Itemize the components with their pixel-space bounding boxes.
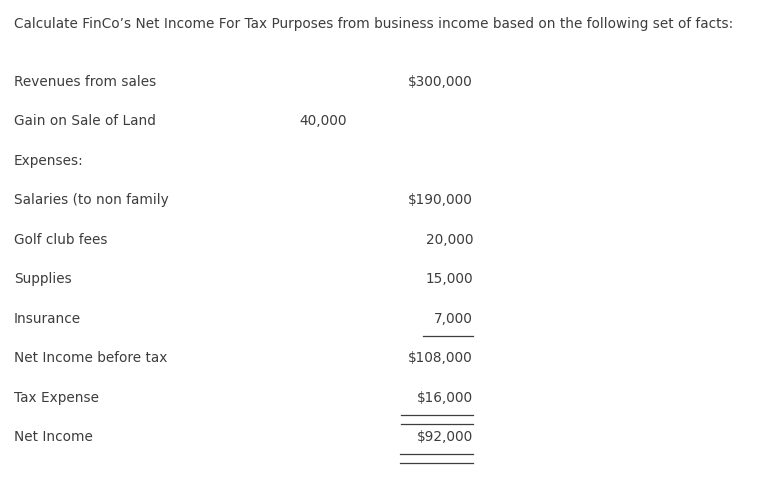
Text: Expenses:: Expenses: (14, 154, 83, 168)
Text: $108,000: $108,000 (408, 351, 473, 365)
Text: $190,000: $190,000 (408, 193, 473, 207)
Text: $92,000: $92,000 (417, 430, 473, 444)
Text: Golf club fees: Golf club fees (14, 233, 108, 247)
Text: Revenues from sales: Revenues from sales (14, 75, 156, 89)
Text: Net Income: Net Income (14, 430, 92, 444)
Text: Supplies: Supplies (14, 272, 72, 286)
Text: 15,000: 15,000 (426, 272, 473, 286)
Text: 40,000: 40,000 (300, 114, 347, 128)
Text: Gain on Sale of Land: Gain on Sale of Land (14, 114, 156, 128)
Text: Tax Expense: Tax Expense (14, 391, 98, 405)
Text: $300,000: $300,000 (408, 75, 473, 89)
Text: Salaries (to non family: Salaries (to non family (14, 193, 169, 207)
Text: Calculate FinCo’s Net Income For Tax Purposes from business income based on the : Calculate FinCo’s Net Income For Tax Pur… (14, 17, 733, 31)
Text: 7,000: 7,000 (434, 312, 473, 326)
Text: $16,000: $16,000 (417, 391, 473, 405)
Text: 20,000: 20,000 (426, 233, 473, 247)
Text: Net Income before tax: Net Income before tax (14, 351, 167, 365)
Text: Insurance: Insurance (14, 312, 81, 326)
